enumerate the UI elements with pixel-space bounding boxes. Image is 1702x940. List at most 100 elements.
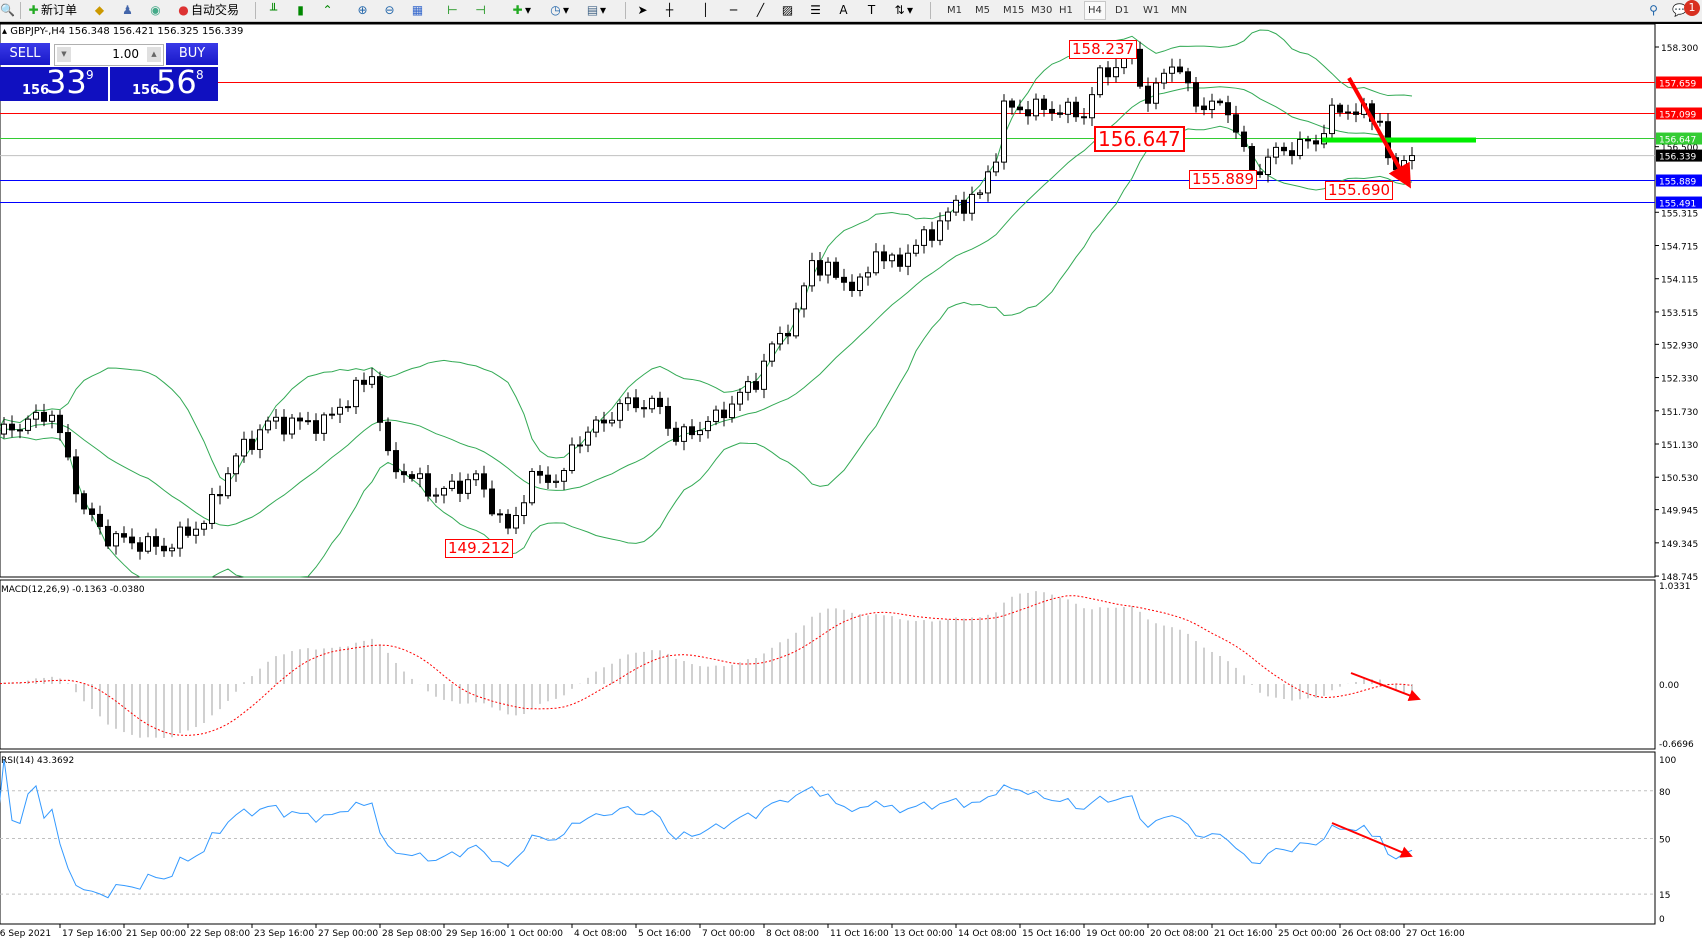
candle-bearish — [1201, 105, 1207, 111]
candle-bullish — [1409, 155, 1415, 162]
time-axis-label: 20 Oct 08:00 — [1150, 929, 1209, 939]
timeframe-h1[interactable]: H1 — [1059, 5, 1073, 16]
price-annotation[interactable]: 155.889 — [1189, 170, 1258, 189]
candle-bullish — [777, 332, 783, 345]
vertical-line-icon: │ — [701, 3, 710, 17]
candle-bullish — [1097, 67, 1103, 96]
candle-bearish — [425, 473, 431, 497]
metaeditor-button[interactable]: ◆ — [92, 2, 107, 19]
line-chart-button[interactable]: ⌃ — [320, 2, 335, 19]
rsi-axis-label: 0 — [1659, 915, 1665, 925]
price-annotation-low[interactable]: 155.690 — [1325, 181, 1394, 200]
candle-bearish — [153, 536, 159, 547]
candle-bearish — [1257, 171, 1263, 176]
equidistant-channel-tool[interactable]: ▨ — [780, 2, 795, 19]
timeframe-m5[interactable]: M5 — [975, 5, 990, 16]
candle-bullish — [1169, 66, 1175, 74]
navigator-button[interactable]: ♟ — [120, 2, 135, 19]
macd-axis-label: 1.0331 — [1659, 582, 1691, 592]
buy-price[interactable]: 156 56 8 — [110, 63, 218, 101]
sell-button[interactable]: SELL — [0, 43, 50, 65]
zoom-out-icon: ⊖ — [384, 3, 395, 17]
fibonacci-tool[interactable]: ☰ — [808, 2, 823, 19]
candle-bullish — [873, 251, 879, 274]
buy-button[interactable]: BUY — [166, 43, 218, 65]
candle-bearish — [849, 281, 855, 291]
candle-bearish — [17, 429, 23, 432]
rsi-line — [0, 758, 1413, 899]
timeframe-m15[interactable]: M15 — [1003, 5, 1025, 16]
timeframe-w1[interactable]: W1 — [1143, 5, 1160, 16]
sell-price[interactable]: 156 33 9 — [0, 63, 108, 101]
chat-icon[interactable]: 💬 — [1672, 3, 1687, 17]
candle-bullish — [145, 536, 151, 552]
candle-bearish — [497, 513, 503, 516]
price-annotation-low[interactable]: 149.212 — [445, 539, 514, 558]
chart-shift-button[interactable]: ⊢ — [445, 2, 460, 19]
candle-bearish — [409, 474, 415, 479]
candle-bearish — [833, 261, 839, 278]
candlestick-button[interactable]: ▮ — [293, 2, 308, 19]
price-annotation-high[interactable]: 158.237 — [1069, 40, 1138, 59]
search-icon[interactable]: ⚲ — [1649, 3, 1658, 17]
timeframe-mn[interactable]: MN — [1171, 5, 1188, 16]
horizontal-line-tool[interactable]: ─ — [726, 2, 741, 19]
horizontal-line-icon: ─ — [729, 3, 738, 17]
candle-bearish — [1081, 116, 1087, 119]
candle-bearish — [481, 473, 487, 490]
candle-bearish — [753, 381, 759, 390]
text-tool[interactable]: A — [836, 2, 851, 19]
bar-chart-button[interactable]: ╨ — [266, 2, 281, 19]
lot-increase-button[interactable]: ▲ — [147, 47, 161, 62]
auto-trading-icon: ● — [178, 3, 189, 17]
candle-bearish — [489, 488, 495, 515]
crosshair-tool[interactable]: ┼ — [662, 2, 677, 19]
new-order-button[interactable]: ✚ 新订单 — [26, 2, 77, 19]
price-level-label: 157.099 — [1659, 111, 1696, 121]
candle-bullish — [913, 244, 919, 254]
time-axis-label: 21 Oct 16:00 — [1214, 929, 1273, 939]
candle-bullish — [1001, 100, 1007, 163]
candle-bearish — [1105, 67, 1111, 78]
timeframe-m30[interactable]: M30 — [1031, 5, 1053, 16]
timeframe-d1[interactable]: D1 — [1115, 5, 1130, 16]
indicators-icon: ✚ — [512, 3, 523, 17]
indicators-button[interactable]: ✚ ▾ — [510, 2, 531, 19]
candle-bullish — [25, 418, 31, 431]
zoom-in-button[interactable]: ⊕ — [355, 2, 370, 19]
text-label-tool[interactable]: T — [864, 2, 879, 19]
tile-windows-button[interactable]: ▦ — [410, 2, 425, 19]
cursor-tool[interactable]: ➤ — [635, 2, 650, 19]
candle-bearish — [1009, 100, 1015, 108]
arrows-tool[interactable]: ⇅ ▾ — [892, 2, 913, 19]
candle-bullish — [1033, 98, 1039, 117]
candle-bearish — [121, 533, 127, 538]
search-icon[interactable]: 🔍 — [0, 3, 15, 17]
auto-trading-button[interactable]: ● 自动交易 — [176, 2, 239, 19]
lot-value[interactable]: 1.00 — [112, 47, 139, 61]
candle-bearish — [81, 493, 87, 510]
trendline-tool[interactable]: ╱ — [753, 2, 768, 19]
candle-bearish — [89, 508, 95, 515]
price-annotation-support[interactable]: 156.647 — [1094, 126, 1185, 152]
notification-badge[interactable]: 1 — [1684, 0, 1700, 16]
price-level-label: 157.659 — [1659, 79, 1696, 89]
candle-bullish — [1153, 82, 1159, 104]
rsi-axis-label: 15 — [1659, 891, 1670, 901]
timeframe-h4[interactable]: H4 — [1084, 1, 1106, 20]
signals-button[interactable]: ◉ — [148, 2, 163, 19]
zoom-out-button[interactable]: ⊖ — [382, 2, 397, 19]
signal-icon: ◉ — [150, 3, 161, 17]
autoscroll-button[interactable]: ⊣ — [473, 2, 488, 19]
timeframe-m1[interactable]: M1 — [947, 5, 962, 16]
price-axis-label: 158.300 — [1661, 44, 1698, 54]
periods-button[interactable]: ◷ ▾ — [548, 2, 569, 19]
candle-bullish — [1065, 101, 1071, 115]
lot-decrease-button[interactable]: ▼ — [57, 47, 71, 62]
vertical-line-tool[interactable]: │ — [698, 2, 713, 19]
candle-bearish — [97, 513, 103, 527]
candle-bearish — [73, 456, 79, 495]
templates-button[interactable]: ▤ ▾ — [586, 3, 607, 17]
lot-size-input[interactable]: ▼ 1.00 ▲ — [54, 44, 164, 66]
